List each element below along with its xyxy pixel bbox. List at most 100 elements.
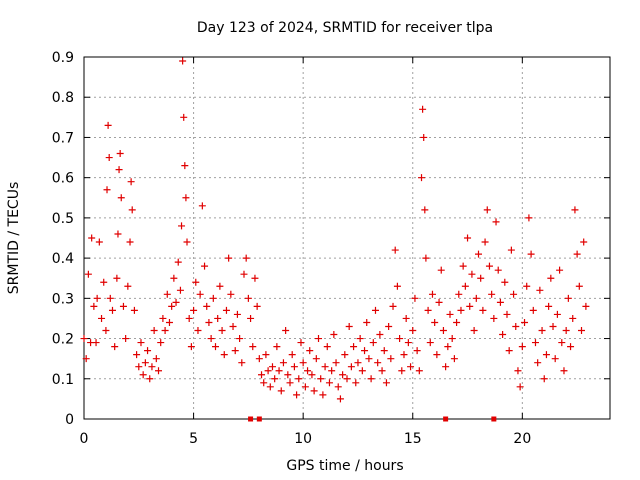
data-point — [98, 314, 106, 322]
data-point — [398, 367, 406, 375]
data-point — [529, 306, 537, 314]
data-point — [185, 314, 193, 322]
y-tick-label: 0.2 — [52, 332, 74, 348]
data-point — [455, 290, 463, 298]
data-point — [100, 278, 108, 286]
data-point — [293, 391, 301, 399]
data-point — [306, 347, 314, 355]
data-point — [439, 327, 447, 335]
data-points — [80, 57, 590, 403]
data-point — [424, 306, 432, 314]
y-tick-label: 0.4 — [52, 251, 74, 267]
data-point — [339, 371, 347, 379]
data-point — [133, 351, 141, 359]
data-point — [288, 351, 296, 359]
data-point — [569, 314, 577, 322]
data-point — [233, 310, 241, 318]
data-point — [540, 375, 548, 383]
data-point — [157, 339, 165, 347]
data-point — [420, 133, 428, 141]
data-point — [238, 359, 246, 367]
data-point — [409, 327, 417, 335]
data-point — [361, 347, 369, 355]
data-point — [88, 234, 96, 242]
data-point — [146, 375, 154, 383]
data-point — [345, 322, 353, 330]
data-point — [231, 347, 239, 355]
data-point — [196, 290, 204, 298]
data-point — [499, 331, 507, 339]
data-point — [207, 335, 215, 343]
data-point — [209, 294, 217, 302]
data-point — [141, 359, 149, 367]
data-point — [453, 318, 461, 326]
data-point — [477, 274, 485, 282]
y-tick-label: 0.3 — [52, 291, 74, 307]
y-tick-label: 0 — [65, 412, 74, 428]
data-point — [531, 339, 539, 347]
data-point — [492, 218, 500, 226]
data-point — [560, 367, 568, 375]
data-point — [437, 266, 445, 274]
data-point — [139, 371, 147, 379]
data-point — [236, 335, 244, 343]
data-point — [567, 343, 575, 351]
data-point — [521, 318, 529, 326]
data-point — [575, 282, 583, 290]
data-point — [183, 238, 191, 246]
data-point — [297, 339, 305, 347]
data-point — [538, 327, 546, 335]
data-point — [299, 359, 307, 367]
data-point — [393, 282, 401, 290]
data-point — [512, 322, 520, 330]
x-axis-label: GPS time / hours — [286, 458, 403, 474]
data-point — [343, 375, 351, 383]
data-point — [363, 318, 371, 326]
data-point — [159, 314, 167, 322]
data-point — [258, 371, 266, 379]
data-point — [571, 206, 579, 214]
data-point — [470, 327, 478, 335]
x-tick-label: 20 — [513, 431, 531, 447]
grid-lines — [84, 57, 610, 419]
data-point — [315, 335, 323, 343]
data-point — [117, 194, 125, 202]
data-point — [84, 270, 92, 278]
data-point — [371, 306, 379, 314]
data-point — [472, 294, 480, 302]
axis-marker — [443, 416, 449, 422]
data-point — [507, 246, 515, 254]
data-point — [435, 298, 443, 306]
y-axis-label: SRMTID / TECUs — [6, 182, 22, 295]
data-point — [523, 282, 531, 290]
data-point — [545, 302, 553, 310]
data-point — [190, 306, 198, 314]
data-point — [148, 363, 156, 371]
data-point — [321, 363, 329, 371]
data-point — [255, 355, 263, 363]
axis-marker — [248, 416, 254, 422]
data-point — [448, 335, 456, 343]
data-point — [176, 286, 184, 294]
data-point — [479, 306, 487, 314]
data-point — [264, 367, 272, 375]
data-point — [404, 339, 412, 347]
data-point — [352, 379, 360, 387]
data-point — [358, 367, 366, 375]
data-point — [111, 343, 119, 351]
data-point — [514, 367, 522, 375]
data-point — [367, 375, 375, 383]
data-point — [198, 202, 206, 210]
data-point — [376, 331, 384, 339]
data-point — [450, 355, 458, 363]
data-point — [308, 371, 316, 379]
data-point — [229, 322, 237, 330]
data-point — [271, 375, 279, 383]
data-point — [222, 306, 230, 314]
data-point — [481, 238, 489, 246]
data-point — [421, 206, 429, 214]
data-point — [260, 379, 268, 387]
data-point — [418, 174, 426, 182]
data-point — [268, 363, 276, 371]
